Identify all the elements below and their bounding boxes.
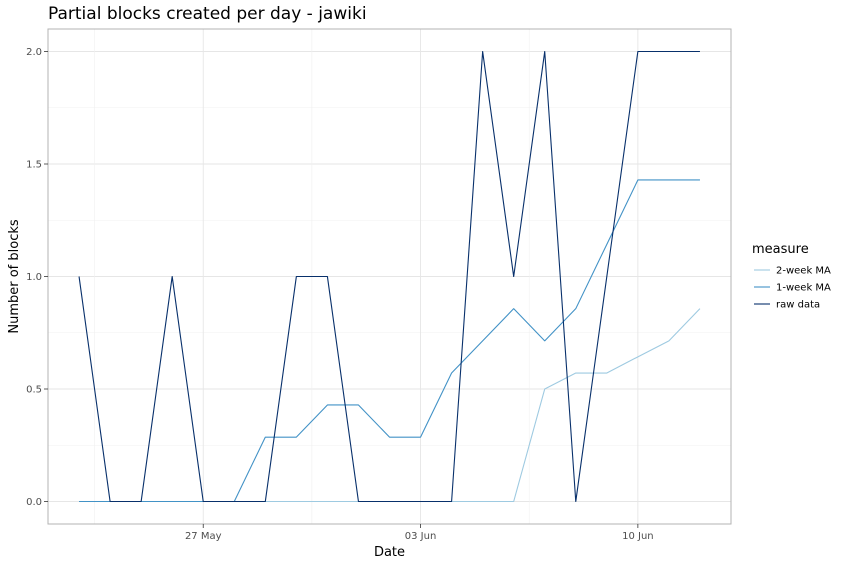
y-tick-label: 0.5: [26, 385, 42, 396]
x-axis: 27 May 03 Jun 10 Jun: [185, 524, 654, 542]
x-tick-label: 03 Jun: [405, 531, 437, 542]
chart-title: Partial blocks created per day - jawiki: [48, 4, 367, 24]
y-tick-label: 0.0: [26, 497, 42, 508]
series-line-1-week-ma: [79, 179, 700, 503]
x-axis-title: Date: [374, 545, 405, 560]
y-axis-title: Number of blocks: [7, 219, 22, 334]
legend-label: raw data: [776, 300, 820, 311]
series-layer: [78, 50, 701, 503]
y-tick-label: 2.0: [26, 47, 42, 58]
grid: [48, 29, 731, 524]
x-tick-label: 27 May: [185, 531, 222, 542]
series-line-raw-data: [78, 50, 700, 503]
series-line-2-week-ma: [79, 308, 701, 503]
legend-label: 1-week MA: [776, 283, 831, 294]
legend-title: measure: [752, 242, 809, 257]
y-tick-label: 1.5: [26, 160, 42, 171]
y-tick-label: 1.0: [26, 272, 42, 283]
y-axis: 0.0 0.5 1.0 1.5 2.0: [26, 47, 48, 508]
legend: measure 2-week MA 1-week MA raw data: [752, 242, 831, 311]
legend-label: 2-week MA: [776, 266, 831, 277]
x-tick-label: 10 Jun: [622, 531, 654, 542]
